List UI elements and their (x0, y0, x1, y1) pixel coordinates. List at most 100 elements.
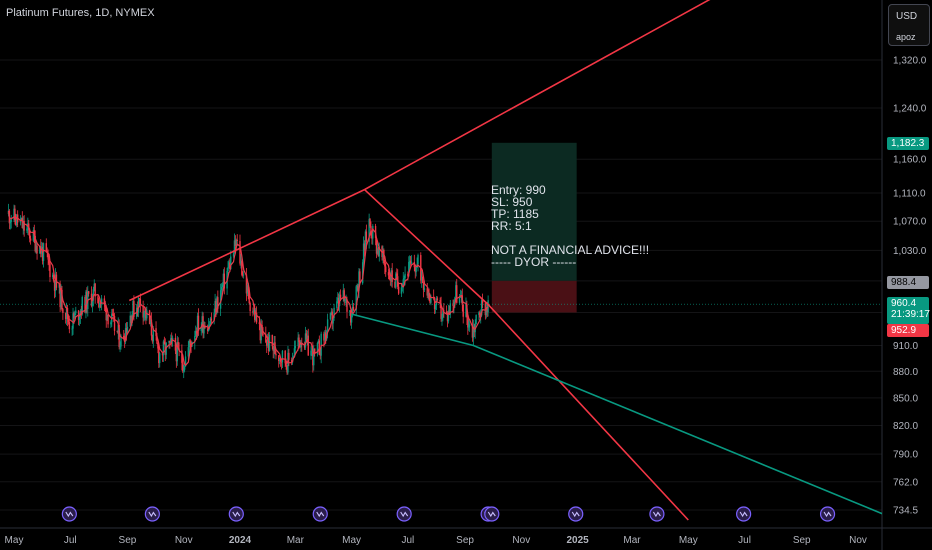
y-tick-label: 1,240.0 (893, 103, 927, 114)
candle-body (111, 313, 114, 315)
candle-body (305, 333, 308, 340)
candle-body (138, 298, 141, 299)
candle-body (228, 262, 230, 268)
candle-body (54, 274, 57, 291)
candle-body (204, 326, 206, 329)
candle-body (430, 296, 432, 303)
candle-body (265, 334, 267, 343)
candle-body (42, 243, 45, 261)
candle-body (126, 326, 129, 334)
candle-body (171, 337, 174, 340)
candle-body (271, 334, 273, 347)
candle-body (177, 342, 179, 349)
candle-body (216, 297, 218, 314)
candle-body (59, 283, 61, 308)
candle-body (448, 310, 451, 315)
candle-body (129, 315, 131, 327)
candle-body (223, 273, 226, 289)
candle-body (351, 307, 354, 316)
candle-body (407, 273, 409, 277)
x-tick-label: Sep (119, 535, 137, 546)
candle-body (112, 314, 115, 317)
candle-body (304, 333, 307, 348)
candle-body (333, 307, 335, 319)
candle-body (67, 319, 70, 323)
candle-body (447, 310, 450, 322)
bar-countdown: 21:39:17 (891, 309, 930, 320)
candle-body (262, 333, 264, 335)
candle-body (330, 311, 333, 313)
event-marker-icon (649, 506, 665, 522)
candle-body (376, 248, 379, 254)
candle-body (445, 311, 448, 314)
candle-body (253, 309, 255, 313)
candle-body (342, 290, 344, 299)
candle-body (68, 322, 71, 330)
candle-body (285, 363, 287, 366)
candle-body (439, 299, 441, 304)
note-take-profit: TP: 1185 (491, 207, 539, 221)
x-tick-label: May (5, 535, 24, 546)
candle-body (32, 230, 35, 241)
candle-body (455, 285, 457, 298)
candle-body (157, 343, 159, 349)
candle-body (268, 334, 271, 351)
last-price-value: 960.4 (891, 298, 917, 309)
candle-body (113, 316, 116, 331)
candle-body (358, 271, 360, 291)
candle-body (267, 337, 270, 351)
x-tick-label: Nov (849, 535, 867, 546)
candle-body (375, 237, 378, 254)
candle-body (410, 261, 413, 264)
x-tick-label: Mar (287, 535, 305, 546)
candle-body (404, 273, 406, 279)
note-dyor: ----- DYOR ------ (491, 255, 577, 269)
candle-body (352, 307, 355, 311)
candle-body (10, 219, 12, 223)
candle-body (326, 319, 329, 331)
candle-body (306, 335, 309, 340)
candle-body (325, 332, 327, 340)
candle-body (421, 276, 424, 284)
candle-body (182, 362, 184, 372)
candle-body (319, 354, 321, 356)
candle-body (329, 312, 332, 320)
candle-body (39, 246, 41, 254)
candle-body (472, 326, 475, 338)
entry-price-tag: 988.4 (887, 276, 929, 289)
candle-body (229, 262, 231, 270)
candle-body (239, 241, 241, 264)
note-disclaimer: NOT A FINANCIAL ADVICE!!! (491, 243, 650, 257)
candle-body (252, 311, 254, 313)
candle-body (249, 302, 251, 312)
candle-body (279, 358, 282, 362)
y-tick-label: 790.0 (893, 450, 918, 461)
y-tick-label: 734.5 (893, 506, 918, 517)
candle-body (337, 297, 340, 306)
candle-body (220, 286, 223, 291)
candle-body (16, 214, 18, 225)
candle-body (294, 346, 297, 349)
candle-body (402, 279, 404, 287)
candle-body (453, 301, 455, 306)
candle-body (175, 350, 178, 362)
candle-body (85, 291, 87, 313)
candle-body (159, 353, 161, 364)
candle-body (378, 246, 380, 257)
trendline-2 (363, 189, 689, 521)
candle-body (65, 307, 68, 319)
candle-body (421, 276, 423, 281)
x-tick-label: Sep (793, 535, 811, 546)
candle-body (84, 297, 86, 313)
candle-body (125, 328, 128, 334)
x-tick-label: May (679, 535, 698, 546)
candle-body (467, 317, 469, 328)
candle-body (169, 341, 171, 343)
currency-selector[interactable]: USD apoz (888, 4, 930, 46)
candle-body (189, 340, 191, 344)
candle-body (71, 328, 73, 330)
profit-zone (491, 142, 577, 281)
candle-body (133, 300, 135, 317)
event-marker-icon (819, 506, 836, 522)
